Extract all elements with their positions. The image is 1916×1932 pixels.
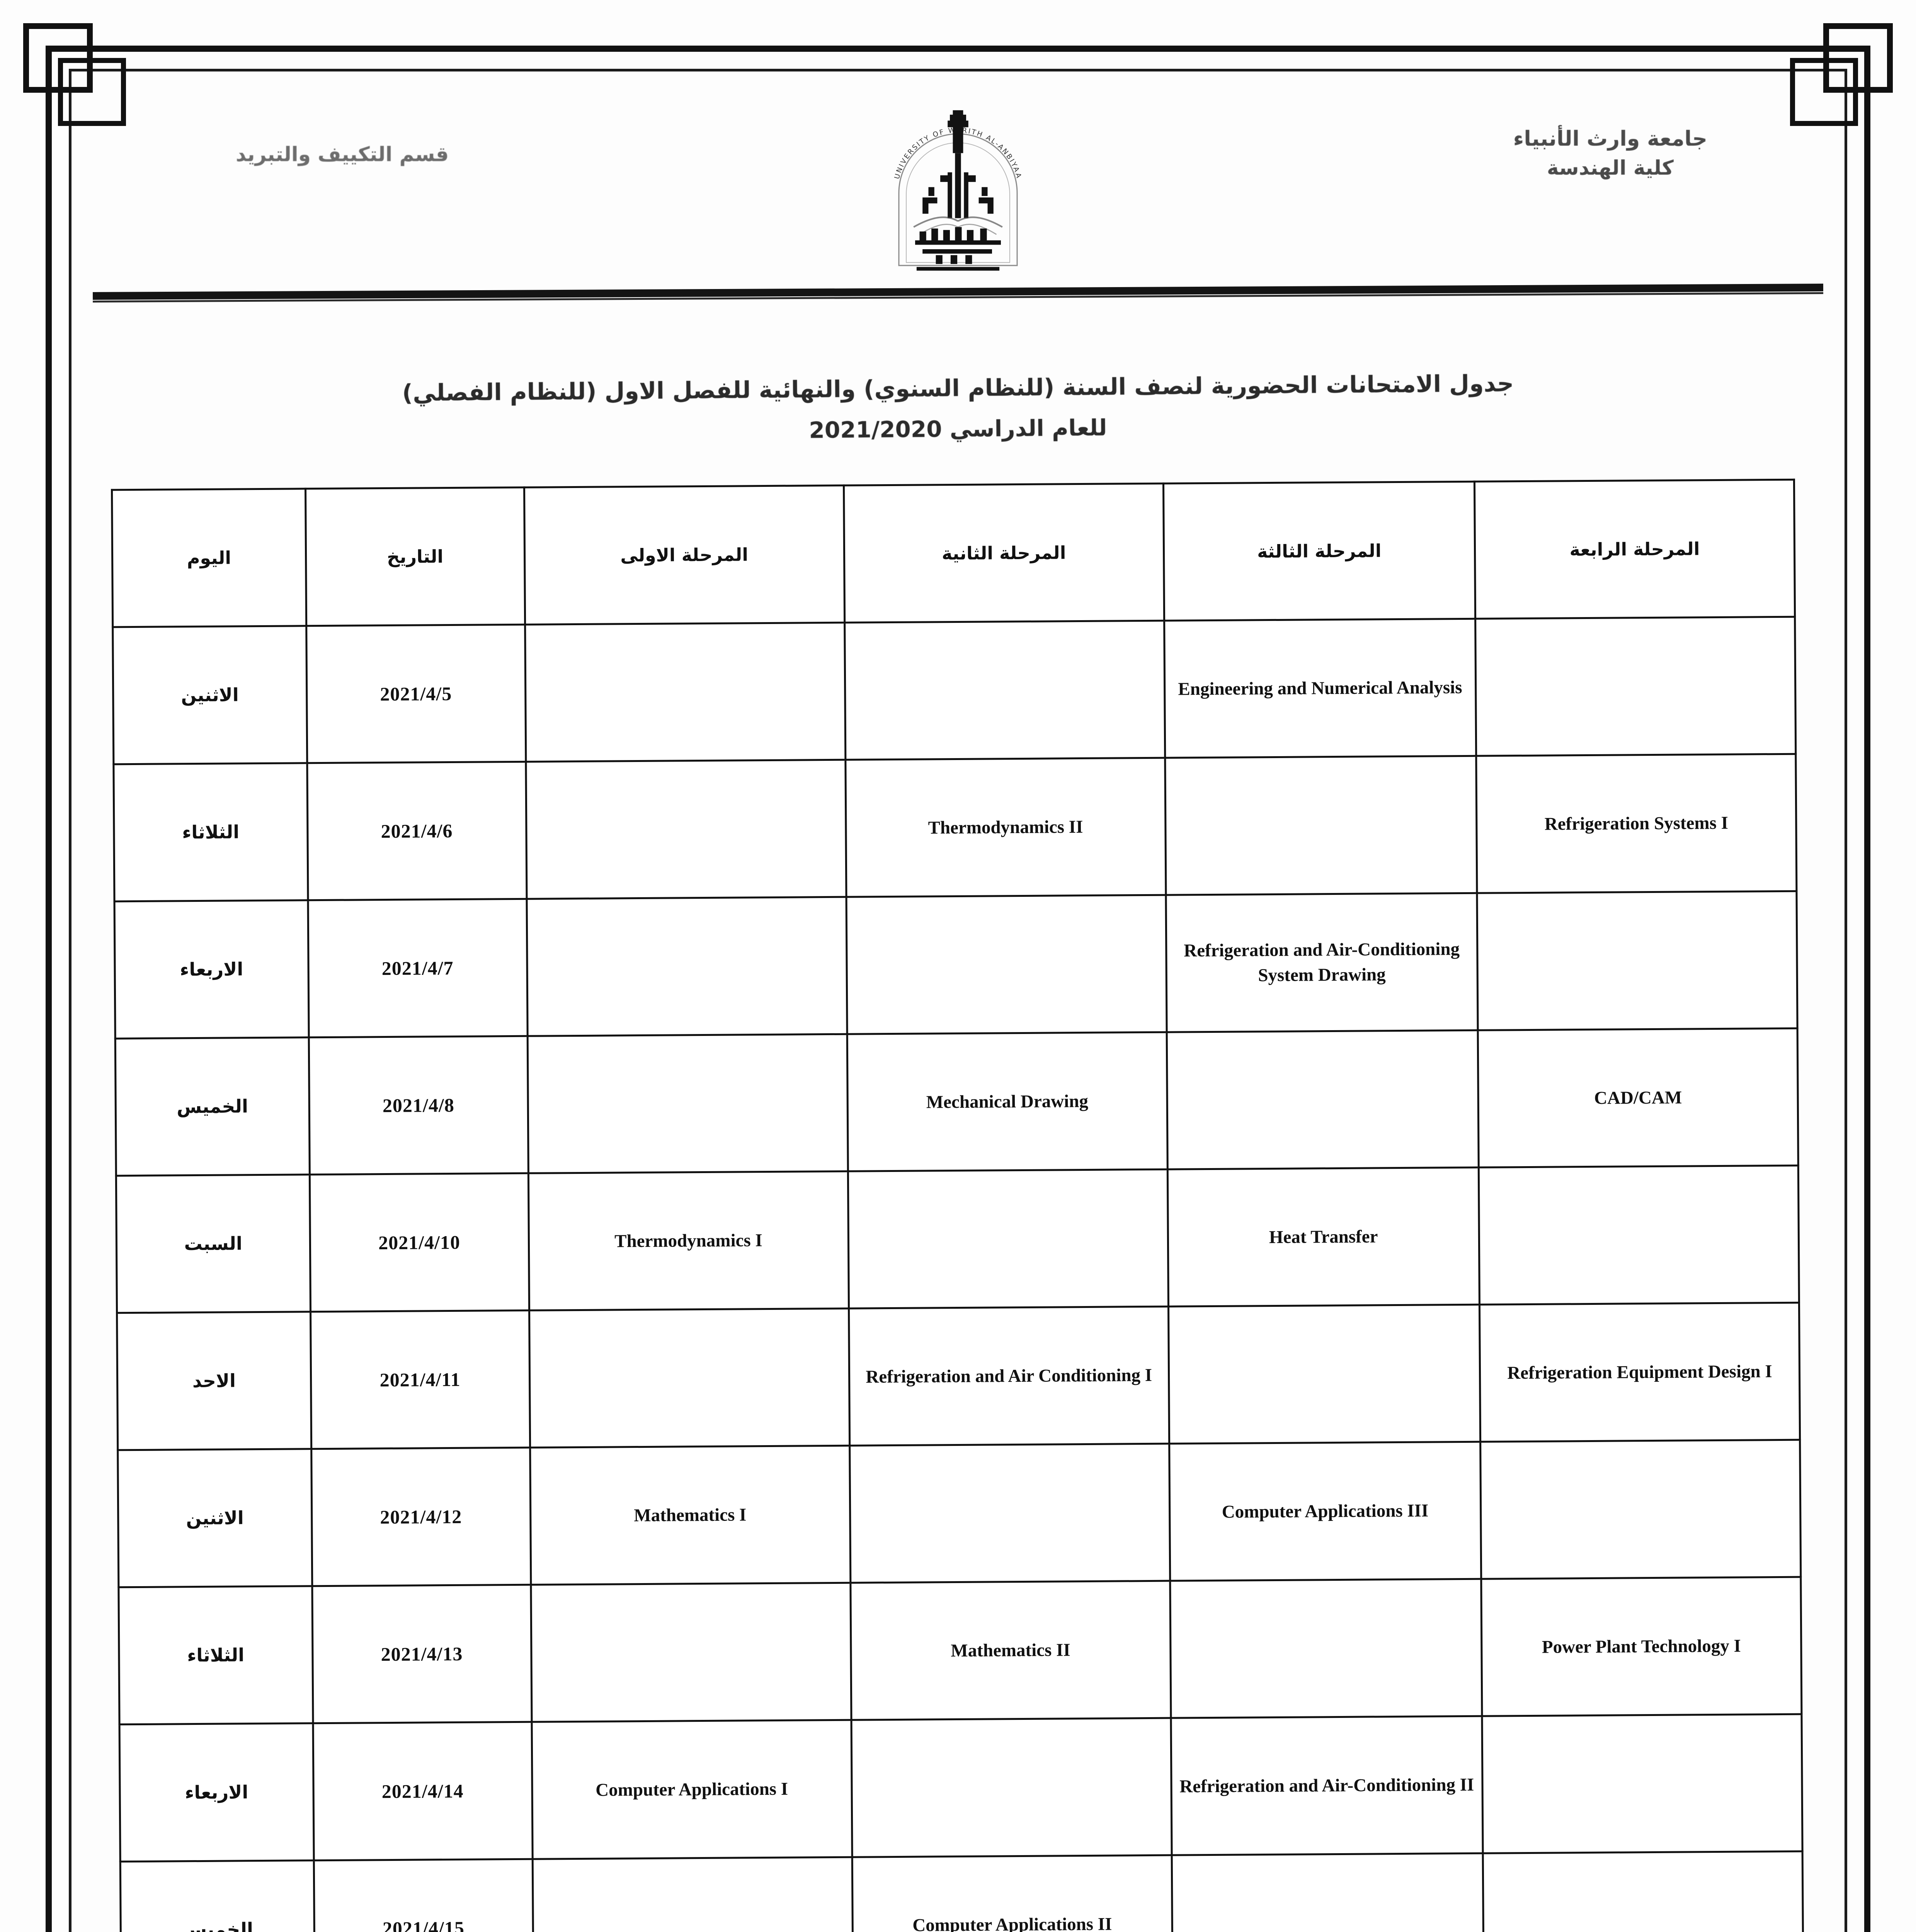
cell-stage-one: Computer Applications I xyxy=(531,1720,852,1859)
document-content: جامعة وارث الأنبياء كلية الهندسة قسم الت… xyxy=(92,93,1824,1932)
cell-date: 2021/4/12 xyxy=(311,1447,531,1586)
corner-ornament-top-right xyxy=(1823,23,1893,93)
table-header-row: المرحلة الرابعة المرحلة الثالثة المرحلة … xyxy=(112,480,1795,627)
header-divider-rule xyxy=(92,284,1824,300)
university-logo-icon: UNIVERSITY OF WARITH AL-ANBIYAA xyxy=(875,104,1041,274)
cell-stage-one xyxy=(526,897,847,1036)
cell-day: الاحد xyxy=(117,1311,311,1450)
cell-stage-one xyxy=(526,760,846,899)
cell-stage-one xyxy=(527,1034,848,1173)
cell-stage-one xyxy=(529,1308,850,1448)
cell-stage-two: Mathematics II xyxy=(850,1580,1171,1720)
table-row: Refrigeration and Air-Conditioning Syste… xyxy=(114,891,1798,1039)
page-border-inner xyxy=(69,69,1847,1932)
cell-stage-three xyxy=(1165,756,1477,895)
cell-stage-two xyxy=(847,1169,1169,1309)
corner-ornament-inner-top-right xyxy=(1790,58,1858,126)
cell-day: الاربعاء xyxy=(119,1723,314,1862)
cell-date: 2021/4/5 xyxy=(306,624,526,763)
cell-stage-two: Computer Applications II xyxy=(852,1855,1172,1932)
page-border-outer xyxy=(46,46,1870,1932)
cell-stage-four: Refrigeration Systems I xyxy=(1476,754,1797,893)
letterhead: جامعة وارث الأنبياء كلية الهندسة قسم الت… xyxy=(92,93,1824,325)
col-header-stage-three: المرحلة الثالثة xyxy=(1163,481,1475,621)
cell-stage-three xyxy=(1166,1030,1479,1169)
cell-stage-three: Refrigeration and Air-Conditioning Syste… xyxy=(1166,893,1478,1032)
cell-stage-two xyxy=(844,621,1165,760)
col-header-date: التاريخ xyxy=(305,487,525,626)
table-row: Computer Applications II 2021/4/15 الخميس xyxy=(120,1851,1804,1932)
cell-day: الخميس xyxy=(120,1860,315,1932)
cell-date: 2021/4/7 xyxy=(308,899,527,1037)
cell-date: 2021/4/10 xyxy=(310,1173,529,1312)
col-header-stage-one: المرحلة الاولى xyxy=(524,485,845,625)
corner-ornament-inner-top-left xyxy=(58,58,126,126)
cell-stage-one xyxy=(525,622,846,762)
table-body: Engineering and Numerical Analysis 2021/4… xyxy=(112,617,1804,1932)
table-row: Engineering and Numerical Analysis 2021/4… xyxy=(112,617,1796,764)
table-header: المرحلة الرابعة المرحلة الثالثة المرحلة … xyxy=(112,480,1795,627)
cell-stage-one xyxy=(531,1583,851,1722)
page-title: جدول الامتحانات الحضورية لنصف السنة (للن… xyxy=(93,370,1823,447)
cell-stage-three: Engineering and Numerical Analysis xyxy=(1164,619,1476,758)
cell-date: 2021/4/14 xyxy=(313,1722,533,1861)
col-header-stage-two: المرحلة الثانية xyxy=(844,483,1164,623)
cell-stage-four xyxy=(1480,1439,1801,1579)
cell-stage-one xyxy=(532,1857,853,1932)
cell-stage-one: Thermodynamics I xyxy=(528,1171,849,1311)
cell-day: الخميس xyxy=(115,1037,310,1176)
cell-stage-two xyxy=(846,895,1167,1034)
exam-schedule-table: المرحلة الرابعة المرحلة الثالثة المرحلة … xyxy=(111,478,1805,1932)
cell-stage-three: Heat Transfer xyxy=(1167,1167,1480,1306)
schedule-table-container: المرحلة الرابعة المرحلة الثالثة المرحلة … xyxy=(88,478,1828,1932)
cell-stage-three xyxy=(1171,1853,1484,1932)
cell-date: 2021/4/8 xyxy=(308,1036,528,1175)
cell-stage-three: Refrigeration and Air-Conditioning II xyxy=(1171,1716,1483,1855)
cell-stage-four xyxy=(1479,1165,1799,1305)
cell-day: الاثنين xyxy=(112,626,307,764)
university-name: جامعة وارث الأنبياء xyxy=(1513,126,1707,151)
cell-date: 2021/4/15 xyxy=(313,1859,533,1932)
cell-stage-four xyxy=(1477,891,1798,1031)
cell-day: الثلاثاء xyxy=(118,1586,313,1725)
cell-stage-two xyxy=(851,1718,1172,1857)
university-name-block: جامعة وارث الأنبياء كلية الهندسة xyxy=(1513,124,1707,183)
cell-stage-four: Power Plant Technology I xyxy=(1481,1577,1802,1716)
department-name: قسم التكييف والتبريد xyxy=(236,143,449,166)
table-row: Heat Transfer Thermodynamics I 2021/4/10 ال… xyxy=(116,1165,1799,1313)
table-row: Refrigeration Equipment Design I Refriger… xyxy=(117,1303,1800,1450)
cell-stage-four xyxy=(1475,617,1796,756)
cell-stage-four: CAD/CAM xyxy=(1478,1028,1799,1168)
cell-day: الاربعاء xyxy=(114,900,309,1039)
table-row: Power Plant Technology I Mathematics II 20… xyxy=(118,1577,1802,1725)
cell-day: السبت xyxy=(116,1174,311,1313)
cell-stage-four: Refrigeration Equipment Design I xyxy=(1479,1303,1800,1442)
cell-day: الاثنين xyxy=(117,1449,312,1587)
cell-stage-two xyxy=(849,1443,1170,1583)
table-row: Refrigeration Systems I Thermodynamics II… xyxy=(113,754,1797,901)
cell-stage-three xyxy=(1170,1579,1482,1718)
cell-date: 2021/4/6 xyxy=(307,762,527,900)
table-row: CAD/CAM Mechanical Drawing 2021/4/8 الخميس xyxy=(115,1028,1799,1176)
cell-stage-one: Mathematics I xyxy=(530,1446,851,1585)
title-line-2: للعام الدراسي 2021/2020 xyxy=(809,414,1107,444)
cell-day: الثلاثاء xyxy=(113,763,308,901)
cell-stage-two: Refrigeration and Air Conditioning I xyxy=(849,1306,1169,1446)
corner-ornament-top-left xyxy=(23,23,93,93)
cell-stage-four xyxy=(1483,1851,1804,1932)
col-header-stage-four: المرحلة الرابعة xyxy=(1474,480,1795,619)
cell-stage-two: Mechanical Drawing xyxy=(847,1032,1167,1172)
col-header-day: اليوم xyxy=(112,488,306,627)
cell-stage-three xyxy=(1168,1304,1480,1444)
cell-date: 2021/4/13 xyxy=(312,1585,532,1723)
table-row: Refrigeration and Air-Conditioning II Com… xyxy=(119,1714,1803,1862)
table-row: Computer Applications III Mathematics I 20… xyxy=(117,1439,1801,1587)
cell-stage-two: Thermodynamics II xyxy=(845,757,1166,897)
college-name: كلية الهندسة xyxy=(1547,156,1674,180)
cell-stage-four xyxy=(1482,1714,1803,1854)
cell-stage-three: Computer Applications III xyxy=(1169,1442,1481,1581)
cell-date: 2021/4/11 xyxy=(310,1310,530,1449)
